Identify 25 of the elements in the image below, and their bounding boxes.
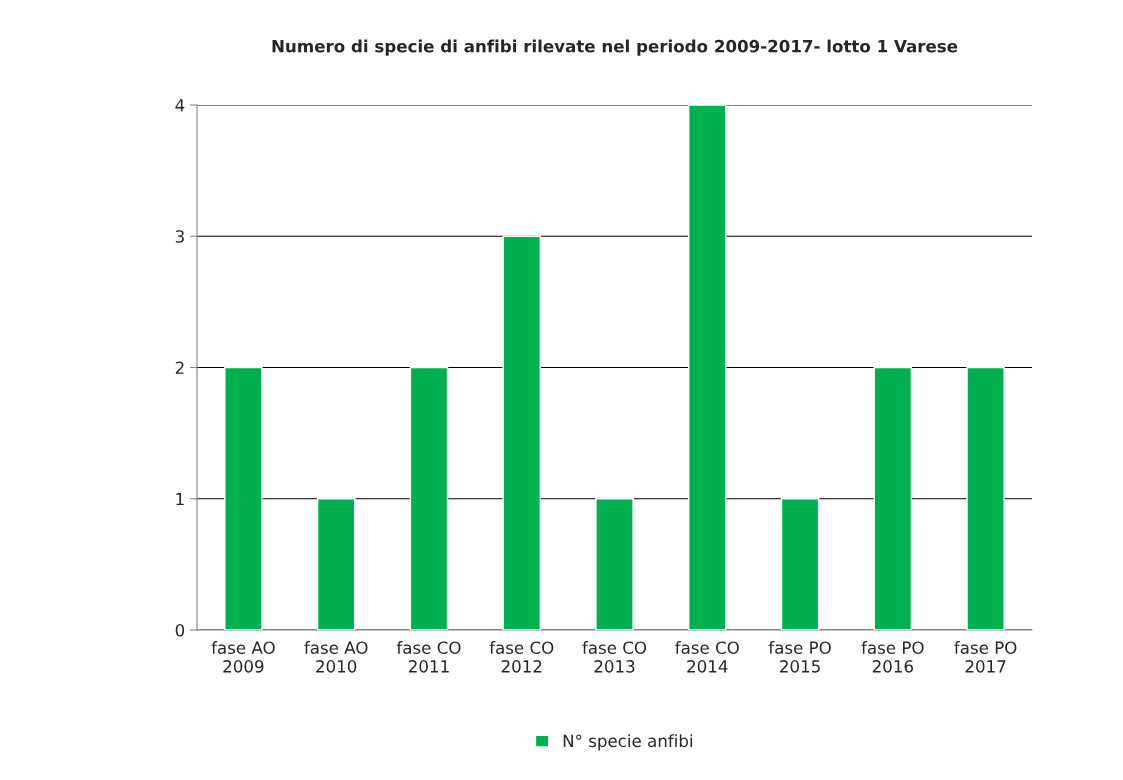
bar [224, 366, 263, 630]
bar [688, 105, 727, 630]
bar [409, 366, 449, 630]
x-tick-label: fase PO 2015 [768, 641, 831, 673]
x-tick-label: fase CO 2012 [489, 641, 554, 673]
bar [595, 498, 634, 630]
x-tick-label: fase CO 2011 [396, 641, 461, 673]
x-tick-label: fase CO 2014 [675, 641, 739, 673]
bar [966, 366, 1005, 630]
y-tick-label: 1 [176, 492, 184, 506]
x-tick-label: fase PO 2017 [954, 641, 1017, 673]
chart-title: Numero di specie di anfibi rilevate nel periodo 2009-2017- lotto 1 Varese [272, 39, 958, 56]
x-tick-label: fase AO 2010 [304, 641, 368, 673]
bar [502, 235, 541, 630]
x-tick-label: fase AO 2009 [211, 641, 275, 673]
bar [316, 498, 356, 630]
y-tick-label: 2 [175, 361, 184, 374]
y-tick-label: 0 [175, 623, 185, 637]
bar [780, 498, 820, 630]
x-tick-label: fase CO 2013 [582, 641, 647, 673]
x-tick-label: fase PO 2016 [861, 641, 924, 673]
y-tick-label: 4 [175, 99, 185, 112]
legend-label: N° specie anfibi [563, 734, 692, 751]
bar [873, 366, 913, 630]
y-tick-label: 3 [175, 230, 184, 243]
